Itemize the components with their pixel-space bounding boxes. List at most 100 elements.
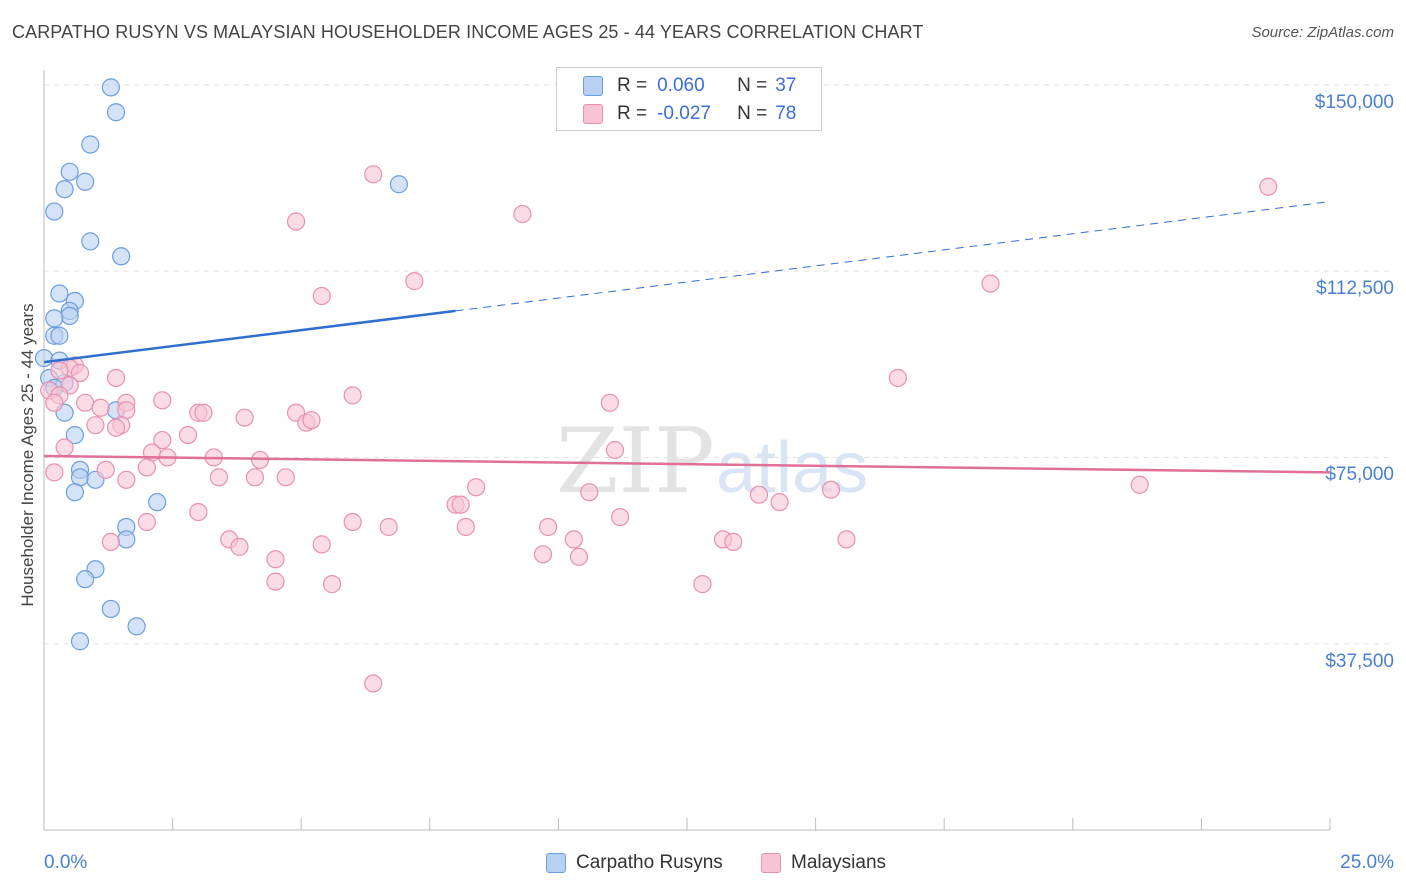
data-point-malaysian bbox=[379, 517, 398, 537]
legend-n-label: N = bbox=[737, 103, 768, 124]
legend-n-value: 78 bbox=[775, 103, 797, 124]
trend-line-malaysian bbox=[43, 454, 1331, 474]
y-tick-label: $150,000 bbox=[1314, 91, 1394, 113]
data-point-malaysian bbox=[276, 468, 295, 487]
legend-n-label: N = bbox=[737, 75, 768, 96]
data-point-malaysian bbox=[364, 165, 383, 184]
data-point-malaysian bbox=[101, 532, 120, 551]
data-point-malaysian bbox=[693, 575, 712, 594]
legend-r-label: R = bbox=[617, 75, 648, 96]
y-tick-label: $75,000 bbox=[1325, 464, 1394, 486]
data-point-carpatho bbox=[50, 284, 69, 303]
data-point-malaysian bbox=[343, 386, 362, 405]
data-point-malaysian bbox=[539, 517, 558, 537]
data-point-malaysian bbox=[322, 575, 342, 594]
data-point-carpatho bbox=[117, 530, 136, 549]
data-point-carpatho bbox=[101, 599, 120, 619]
data-point-malaysian bbox=[600, 393, 619, 412]
bottom-legend-carpatho[interactable]: Carpatho Rusyns bbox=[546, 852, 723, 874]
trend-line-carpatho-extension bbox=[455, 201, 1331, 312]
bottom-legend-swatch-pink bbox=[761, 853, 781, 873]
legend-swatch-blue bbox=[583, 76, 603, 96]
y-tick-label: $37,500 bbox=[1325, 650, 1394, 672]
data-point-carpatho bbox=[50, 326, 69, 345]
data-point-carpatho bbox=[127, 617, 146, 636]
y-tick-label: $112,500 bbox=[1316, 278, 1394, 300]
data-point-carpatho bbox=[106, 103, 126, 122]
data-point-malaysian bbox=[153, 391, 172, 410]
legend-row-carpatho: R = 0.060 N = 37 bbox=[583, 74, 796, 98]
legend-r-value: -0.027 bbox=[657, 103, 711, 124]
data-point-malaysian bbox=[96, 460, 115, 479]
legend-row-malaysian: R = -0.027 N = 78 bbox=[583, 102, 796, 126]
data-point-malaysian bbox=[611, 507, 630, 527]
data-point-carpatho bbox=[81, 135, 100, 154]
data-point-carpatho bbox=[60, 306, 79, 325]
data-point-malaysian bbox=[364, 674, 383, 693]
data-point-malaysian bbox=[749, 485, 769, 504]
data-point-malaysian bbox=[564, 530, 583, 549]
data-point-malaysian bbox=[55, 438, 74, 457]
data-point-malaysian bbox=[580, 483, 599, 502]
data-point-malaysian bbox=[137, 458, 156, 477]
data-point-malaysian bbox=[86, 416, 105, 435]
trend-line-carpatho bbox=[43, 309, 456, 364]
data-point-malaysian bbox=[76, 393, 95, 412]
data-point-malaysian bbox=[106, 368, 126, 388]
data-point-malaysian bbox=[821, 480, 841, 499]
data-point-malaysian bbox=[266, 572, 285, 591]
data-point-malaysian bbox=[533, 545, 553, 564]
legend-n-value: 37 bbox=[775, 75, 797, 96]
data-point-malaysian bbox=[451, 495, 470, 514]
data-point-malaysian bbox=[106, 418, 126, 437]
watermark-atlas: atlas bbox=[716, 428, 868, 508]
data-point-malaysian bbox=[513, 204, 532, 224]
data-point-carpatho bbox=[45, 202, 64, 221]
bottom-legend-malaysian[interactable]: Malaysians bbox=[761, 852, 886, 874]
data-point-malaysian bbox=[302, 411, 321, 430]
data-point-malaysian bbox=[456, 517, 475, 537]
data-point-carpatho bbox=[76, 570, 95, 589]
data-point-malaysian bbox=[235, 408, 254, 427]
data-point-malaysian bbox=[981, 274, 1000, 293]
data-point-malaysian bbox=[70, 363, 90, 383]
data-point-malaysian bbox=[178, 425, 198, 445]
legend-swatch-pink bbox=[583, 104, 603, 124]
data-point-carpatho bbox=[81, 232, 100, 251]
data-point-malaysian bbox=[266, 550, 285, 569]
data-point-malaysian bbox=[50, 361, 69, 380]
bottom-legend-label: Carpatho Rusyns bbox=[576, 852, 723, 873]
data-point-malaysian bbox=[312, 286, 331, 306]
data-point-carpatho bbox=[60, 162, 79, 181]
data-point-carpatho bbox=[34, 349, 54, 368]
data-point-carpatho bbox=[76, 172, 95, 191]
data-point-malaysian bbox=[45, 393, 64, 412]
data-point-malaysian bbox=[245, 468, 265, 487]
legend-r-value: 0.060 bbox=[657, 75, 705, 96]
data-point-malaysian bbox=[230, 537, 249, 556]
data-point-malaysian bbox=[343, 512, 362, 532]
bottom-legend-swatch-blue bbox=[546, 853, 566, 873]
data-point-malaysian bbox=[1259, 177, 1278, 196]
watermark-zip: ZIP bbox=[556, 409, 715, 514]
data-point-malaysian bbox=[770, 493, 789, 512]
data-point-malaysian bbox=[45, 463, 64, 482]
data-point-carpatho bbox=[112, 247, 131, 266]
data-point-malaysian bbox=[888, 368, 908, 388]
x-tick-max: 25.0% bbox=[1340, 852, 1394, 873]
correlation-legend: R = 0.060 N = 37 R = -0.027 N = 78 bbox=[556, 67, 822, 131]
legend-r-label: R = bbox=[617, 103, 648, 124]
data-point-malaysian bbox=[312, 535, 331, 554]
data-point-malaysian bbox=[189, 502, 208, 522]
data-point-malaysian bbox=[209, 468, 228, 487]
data-point-malaysian bbox=[724, 532, 743, 551]
x-tick-min: 0.0% bbox=[44, 852, 88, 873]
data-point-carpatho bbox=[389, 175, 409, 194]
data-point-carpatho bbox=[65, 425, 84, 445]
data-point-carpatho bbox=[55, 180, 74, 199]
data-point-malaysian bbox=[194, 403, 213, 422]
chart-source: Source: ZipAtlas.com bbox=[1251, 24, 1394, 41]
data-point-malaysian bbox=[1130, 475, 1149, 494]
data-point-malaysian bbox=[91, 398, 110, 417]
data-point-carpatho bbox=[148, 493, 167, 512]
